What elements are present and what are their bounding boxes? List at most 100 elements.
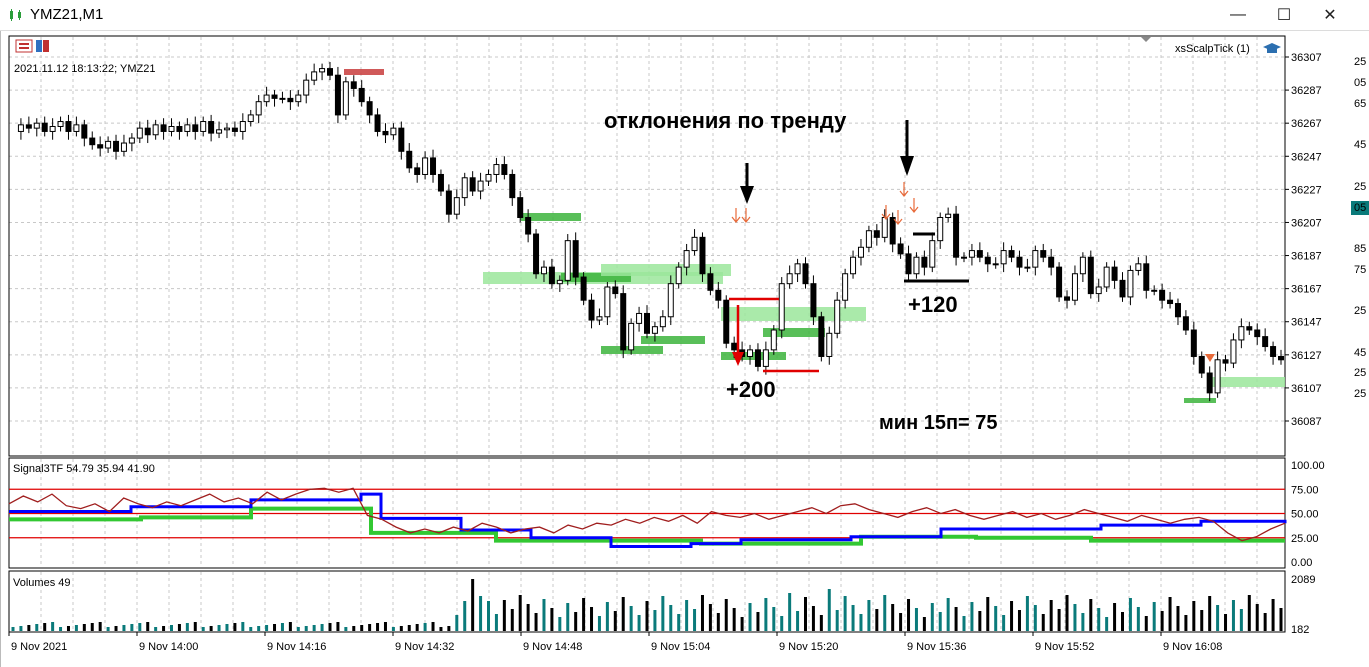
right-edge-fragment: 05 xyxy=(1354,77,1366,89)
candle-body xyxy=(303,79,310,96)
range-marker-120 xyxy=(904,232,969,283)
time-tick-label: 9 Nov 15:36 xyxy=(907,641,966,653)
signal-tick-label: 100.00 xyxy=(1291,460,1325,472)
candle-body xyxy=(113,140,120,152)
candle-body xyxy=(1278,355,1284,361)
chart-timestamp: 2021.11.12 18:13:22; YMZ21 xyxy=(14,63,155,75)
zone-rect xyxy=(521,213,581,221)
chart-canvas[interactable]: 2021.11.12 18:13:22; YMZ21 xsScalpTick (… xyxy=(1,31,1369,667)
candle-body xyxy=(1198,355,1205,374)
candle-body xyxy=(445,190,452,215)
down-arrow-icon xyxy=(900,120,914,176)
candle-body xyxy=(461,177,468,199)
candle-body xyxy=(1064,296,1071,301)
candle-body xyxy=(691,236,698,252)
depth-icon[interactable] xyxy=(36,40,49,52)
range-marker-200 xyxy=(729,297,819,373)
candle-body xyxy=(818,316,825,357)
indicator-label: xsScalpTick (1) xyxy=(1175,43,1250,55)
chart-grid xyxy=(8,37,1285,631)
candle-body xyxy=(176,125,183,132)
candle-body xyxy=(754,349,761,367)
candle-body xyxy=(968,250,975,258)
candle-body xyxy=(1095,286,1102,295)
candle-body xyxy=(1119,279,1126,298)
candle-body xyxy=(279,97,286,100)
candle-body xyxy=(422,157,429,175)
collapse-arrow-icon[interactable] xyxy=(1141,37,1151,42)
candle-body xyxy=(485,173,492,182)
candle-body xyxy=(1087,256,1094,295)
candle-body xyxy=(1262,336,1269,348)
candle-body xyxy=(97,144,104,149)
candle-body xyxy=(921,256,928,268)
candle-body xyxy=(231,127,238,132)
candle-body xyxy=(1024,266,1031,269)
candle-body xyxy=(1182,316,1189,331)
right-edge-background xyxy=(1346,36,1369,456)
candle-body xyxy=(525,216,532,235)
time-tick-label: 9 Nov 15:04 xyxy=(651,641,710,653)
candle-body xyxy=(897,243,904,255)
zone-rect xyxy=(1211,377,1285,387)
candle-body xyxy=(699,236,706,275)
candle-body xyxy=(826,332,833,357)
candle-body xyxy=(580,276,587,301)
candle-body xyxy=(548,266,555,285)
candle-body xyxy=(556,279,563,285)
candle-body xyxy=(247,114,254,123)
candle-body xyxy=(160,124,167,132)
candle-body xyxy=(707,273,714,291)
candle-body xyxy=(152,124,159,136)
zone-rect xyxy=(344,69,384,75)
right-edge-fragment: 25 xyxy=(1354,181,1366,193)
candle-body xyxy=(89,137,96,146)
candle-body xyxy=(192,124,199,132)
candle-body xyxy=(1111,266,1118,281)
candle-body xyxy=(73,124,80,132)
candle-body xyxy=(25,124,32,129)
close-button[interactable]: ✕ xyxy=(1323,7,1337,24)
candle-body xyxy=(398,127,405,152)
minimize-button[interactable]: — xyxy=(1230,6,1246,23)
chart-window[interactable]: 2021.11.12 18:13:22; YMZ21 xsScalpTick (… xyxy=(0,31,1369,667)
right-edge-fragment: 25 xyxy=(1354,56,1366,68)
candle-body xyxy=(1143,263,1150,291)
signal-tick-label: 0.00 xyxy=(1291,557,1312,569)
right-edge-fragment: 45 xyxy=(1354,347,1366,359)
candle-body xyxy=(208,121,215,134)
candle-body xyxy=(311,71,318,81)
right-edge-fragment: 25 xyxy=(1354,388,1366,400)
trade-panel-icon[interactable] xyxy=(15,39,33,53)
sell-arrow-icon xyxy=(1205,354,1215,362)
candle-body xyxy=(937,216,944,242)
time-axis: 9 Nov 2021 9 Nov 14:00 9 Nov 14:16 9 Nov 14… xyxy=(8,632,1222,653)
candle-body xyxy=(334,74,341,116)
candle-body xyxy=(1079,256,1086,275)
candle-body xyxy=(382,130,389,136)
candle-body xyxy=(961,256,967,259)
candle-body xyxy=(501,164,508,175)
candle-body xyxy=(651,326,658,334)
candle-body xyxy=(144,127,151,136)
candle-body xyxy=(1270,346,1277,357)
candle-body xyxy=(453,197,460,215)
candle-body xyxy=(905,253,912,275)
candle-body xyxy=(770,329,777,351)
main-panel-border xyxy=(8,35,1286,457)
time-tick-label: 9 Nov 16:08 xyxy=(1163,641,1222,653)
candle-body xyxy=(644,312,650,334)
right-edge-fragment: 25 xyxy=(1354,305,1366,317)
maximize-button[interactable]: ☐ xyxy=(1276,7,1292,24)
candle-body xyxy=(469,177,476,192)
candle-body xyxy=(1254,329,1261,338)
candle-body xyxy=(350,81,357,89)
time-tick-label: 9 Nov 15:52 xyxy=(1035,641,1094,653)
candle-body xyxy=(1135,263,1142,271)
min-15p-label: мин 15п= 75 xyxy=(879,412,998,434)
plus-120-label: +120 xyxy=(908,292,958,317)
price-tick-label: 36207 xyxy=(1291,217,1322,229)
right-edge-fragment: 65 xyxy=(1354,98,1366,110)
candle-body xyxy=(1071,273,1078,301)
right-edge-fragment: 45 xyxy=(1354,139,1366,151)
